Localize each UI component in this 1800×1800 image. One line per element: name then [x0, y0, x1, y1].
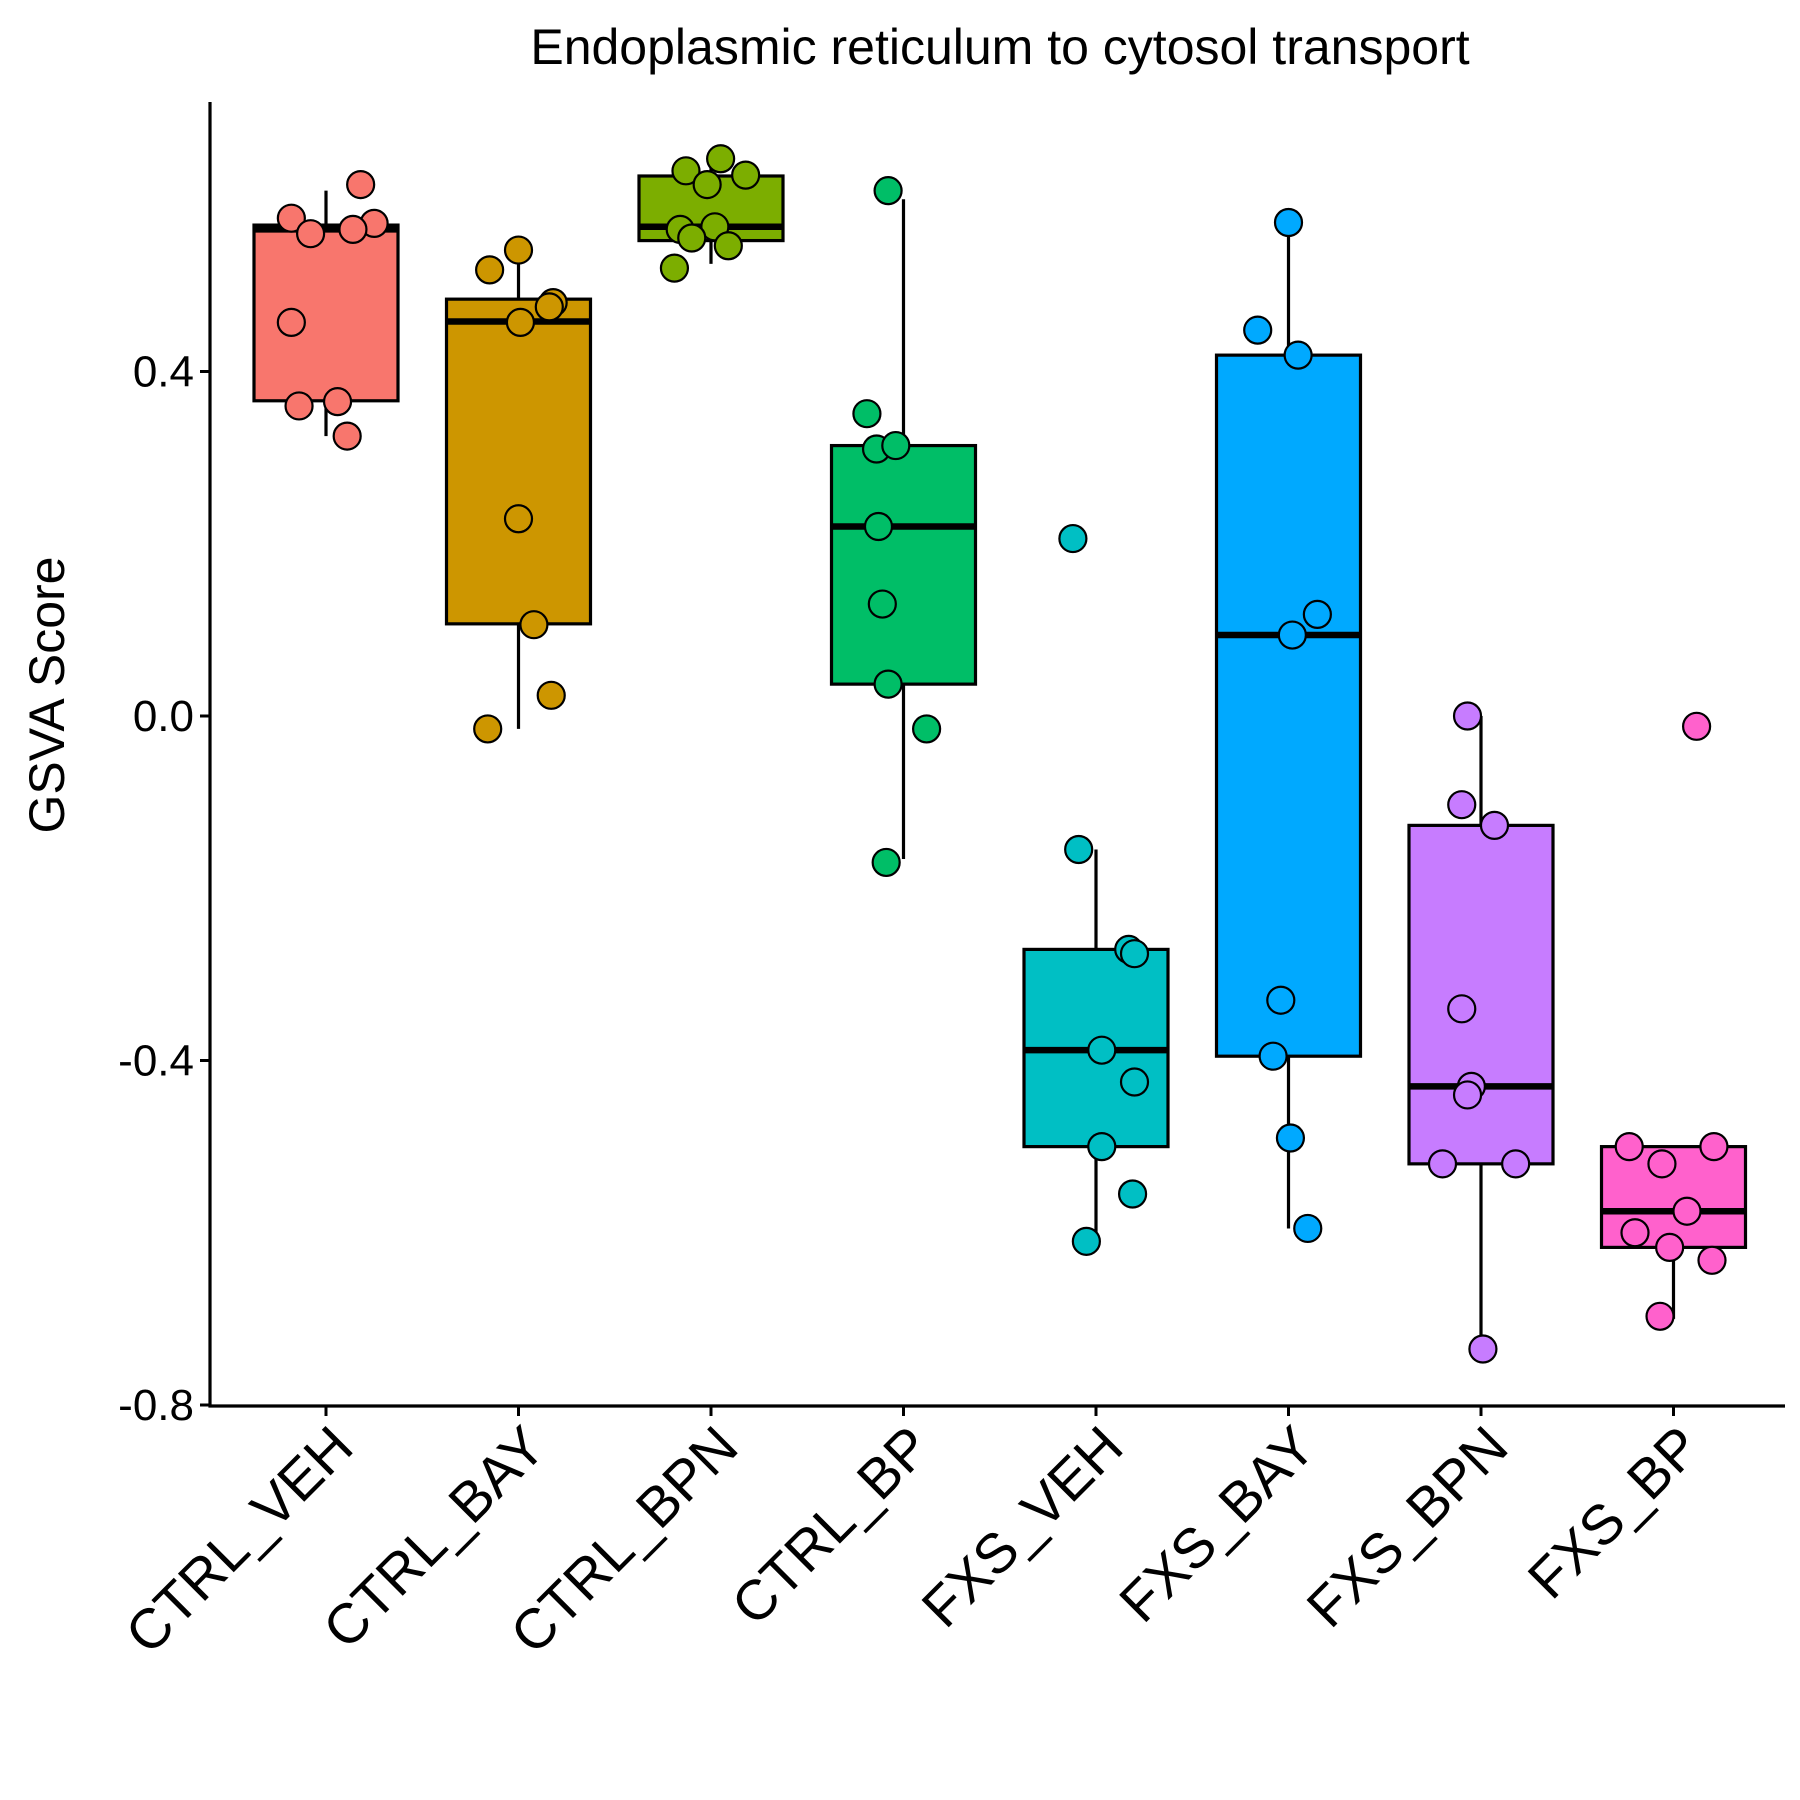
box-group: [1599, 711, 1748, 1331]
data-point: [677, 223, 707, 253]
data-point: [1087, 1132, 1117, 1162]
data-point: [503, 235, 534, 265]
data-point: [659, 253, 690, 283]
data-point: [1452, 701, 1483, 731]
data-point: [873, 176, 903, 206]
data-point: [1058, 523, 1088, 554]
data-point: [1447, 994, 1477, 1024]
data-point: [346, 170, 376, 200]
plot-area: [252, 144, 1748, 1364]
data-point: [503, 504, 534, 534]
data-point: [1273, 207, 1304, 238]
y-axis-title: GSVA Score: [19, 557, 75, 834]
data-point: [706, 144, 736, 174]
data-point: [519, 610, 549, 640]
data-point: [911, 714, 942, 744]
data-point: [276, 203, 306, 233]
data-point: [867, 589, 897, 619]
data-point: [534, 292, 564, 322]
y-tick-label: -0.8: [118, 1381, 194, 1430]
data-point: [1117, 1179, 1148, 1209]
data-point: [1501, 1149, 1531, 1179]
box-iqr: [829, 443, 978, 686]
data-point: [1119, 939, 1150, 969]
data-point: [1452, 1080, 1483, 1110]
data-point: [1681, 711, 1712, 741]
data-point: [338, 214, 368, 244]
data-point: [322, 387, 353, 417]
data-point: [881, 430, 911, 461]
data-point: [505, 307, 536, 338]
data-point: [713, 231, 743, 261]
data-point: [1468, 1334, 1498, 1364]
data-point: [1645, 1301, 1675, 1331]
data-point: [1275, 1123, 1306, 1153]
data-point: [1479, 810, 1510, 840]
data-point: [1672, 1196, 1702, 1226]
data-point: [1620, 1218, 1650, 1248]
data-point: [296, 219, 326, 249]
y-tick-label: 0.4: [133, 348, 194, 397]
data-point: [852, 399, 882, 429]
data-point: [1697, 1245, 1727, 1275]
box-group: [829, 176, 978, 878]
data-point: [473, 714, 503, 744]
data-point: [692, 170, 722, 200]
data-point: [1647, 1149, 1677, 1179]
data-point: [671, 156, 701, 186]
chart-title: Endoplasmic reticulum to cytosol transpo…: [530, 19, 1469, 75]
data-point: [871, 847, 901, 878]
y-axis-ticks: 0.4 0.0 -0.4 -0.8: [118, 348, 210, 1430]
box-group: [252, 170, 400, 451]
box-group: [444, 235, 593, 744]
y-tick-label: -0.4: [118, 1037, 194, 1086]
data-point: [1087, 1035, 1117, 1065]
box-iqr: [1407, 823, 1555, 1166]
data-point: [1258, 1041, 1288, 1071]
data-point: [1447, 790, 1477, 820]
data-point: [276, 307, 306, 338]
data-point: [1071, 1226, 1101, 1256]
data-point: [863, 511, 894, 542]
data-point: [536, 680, 566, 710]
data-point: [1699, 1132, 1729, 1162]
box-iqr: [444, 297, 593, 626]
data-point: [284, 391, 314, 421]
data-point: [1302, 599, 1332, 629]
box-iqr: [252, 223, 400, 403]
box-group: [637, 144, 785, 283]
data-point: [873, 669, 903, 699]
box-group: [1214, 207, 1363, 1244]
y-tick-label: 0.0: [133, 692, 194, 741]
data-point: [1266, 985, 1296, 1015]
data-point: [1614, 1132, 1644, 1162]
data-point: [1293, 1213, 1323, 1244]
data-point: [1655, 1232, 1685, 1262]
data-point: [731, 160, 761, 190]
data-point: [1283, 340, 1313, 370]
data-point: [1243, 315, 1273, 345]
data-point: [475, 255, 505, 285]
box-group: [1022, 523, 1170, 1256]
box-group: [1407, 701, 1555, 1364]
data-point: [1064, 834, 1094, 865]
data-point: [1277, 620, 1307, 650]
data-point: [1427, 1149, 1458, 1179]
box-iqr: [1214, 353, 1363, 1058]
data-point: [332, 421, 362, 451]
data-point: [1119, 1067, 1150, 1097]
